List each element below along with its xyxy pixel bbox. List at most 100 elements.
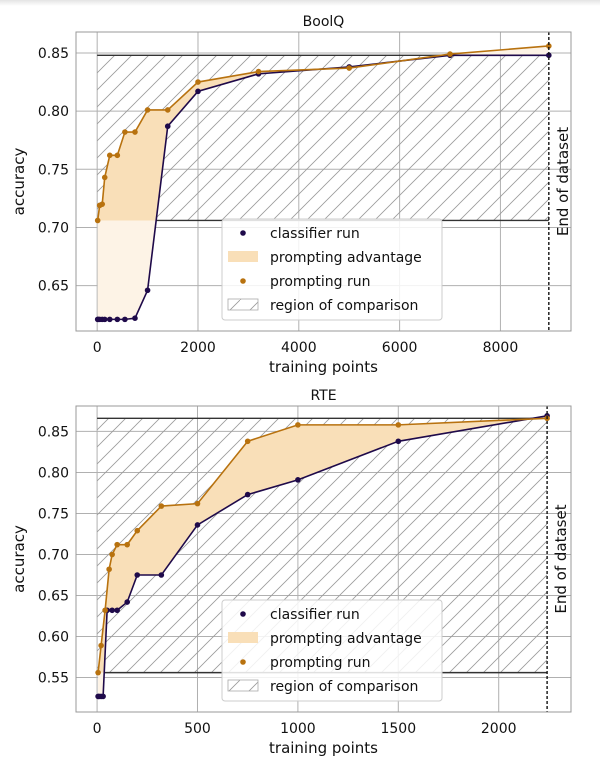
prompting-run-point [395,422,402,428]
legend-label: region of comparison [270,298,418,314]
classifier-run-point [132,315,138,322]
prompting-run-point [101,174,108,181]
legend-classifier-marker [240,611,246,617]
legend-advantage-swatch [228,632,258,643]
legend-label: prompting run [270,274,371,290]
classifier-run-point [395,438,402,445]
legend: classifier run prompting advantage prompti… [221,218,443,321]
prompting-run-point [132,129,138,135]
y-tick-label: 0.65 [38,589,69,605]
prompting-run-point [158,503,165,509]
prompting-run-point [109,551,115,558]
legend-label: region of comparison [270,679,418,695]
advantage-area [98,418,548,673]
x-tick-label: 1500 [380,721,416,737]
y-tick-labels: 0.55 0.60 0.65 0.70 0.75 0.80 0.85 [38,424,69,686]
prompting-run-point [295,422,301,428]
classifier-run-point [546,52,552,59]
legend-box [221,218,443,321]
prompting-run-point [346,65,353,71]
series-lines [95,413,550,700]
x-tick-label: 2000 [481,721,517,737]
legend-region-swatch [227,298,259,311]
legend-label: classifier run [270,607,360,623]
prompting-run-point [106,566,112,573]
region-hatch [97,55,549,221]
classifier-run-point [124,599,131,605]
classifier-run-point [244,491,251,498]
y-tick-label: 0.60 [38,630,69,646]
advantage-area-outside [97,45,549,320]
prompting-run-point [94,217,101,224]
prompting-run-point [195,79,201,85]
prompting-run-point [546,43,552,49]
prompting-run-point [144,107,151,113]
y-tick-label: 0.80 [38,465,69,481]
y-tick-label: 0.65 [38,279,69,295]
plot-frame [75,405,572,713]
prompting-run-point [164,107,171,113]
y-tick-labels: 0.65 0.70 0.75 0.80 0.85 [38,46,69,295]
x-tick-labels: 0 500 1000 1500 2000 [93,721,517,737]
legend-label: classifier run [270,226,360,242]
classifier-run-point [100,693,106,700]
chart-title: RTE [310,388,336,404]
prompting-run-point [99,201,106,207]
x-axis-label: training points [269,739,378,757]
boolq-panel: BoolQ 0 2000 4000 6000 8000 0.65 0.70 0.75 0.80… [10,14,572,376]
end-of-dataset-label: End of dataset [554,127,572,236]
classifier-run-point [158,572,165,578]
rte-panel: RTE 0 500 1000 1500 2000 0.55 0.60 0.65 0.70 0.7… [10,388,572,757]
legend-advantage-swatch [228,251,258,262]
classifier-run-point [195,88,201,95]
prompting-run-point [134,527,141,534]
end-of-dataset-label: End of dataset [552,504,570,613]
x-axis-label: training points [269,358,378,376]
y-tick-label: 0.85 [38,424,69,440]
classifier-run-point [164,123,171,130]
x-tick-label: 6000 [382,340,418,356]
x-tick-label: 0 [93,721,102,737]
classifier-run-point [106,316,113,323]
classifier-run-point [109,607,115,614]
legend: classifier run prompting advantage prompti… [221,599,443,702]
x-tick-label: 1000 [280,721,316,737]
y-tick-label: 0.80 [38,104,69,120]
prompting-run-point [106,152,113,159]
legend-label: prompting run [270,655,371,671]
prompting-run-point [122,129,128,135]
legend-prompting-marker [240,659,246,665]
y-axis-label: accuracy [10,525,28,593]
legend-box [221,599,443,702]
x-tick-labels: 0 2000 4000 6000 8000 [93,340,519,356]
classifier-run-point [114,316,121,323]
y-tick-label: 0.75 [38,162,69,178]
legend-label: prompting advantage [270,250,422,266]
classifier-run-point [194,522,201,528]
legend-region-swatch [227,679,259,692]
y-tick-label: 0.70 [38,220,69,236]
prompting-run-point [114,541,120,548]
advantage-area [97,55,549,221]
y-axis-label: accuracy [10,148,28,216]
prompting-run-point [447,51,453,57]
classifier-run-point [295,477,301,483]
legend-prompting-marker [240,278,246,284]
prompting-run-point [98,642,104,649]
y-tick-label: 0.55 [38,671,69,687]
prompting-run-point [95,669,101,676]
prompting-run-line [97,417,548,673]
x-tick-label: 500 [184,721,211,737]
x-tick-label: 4000 [281,340,317,356]
legend-classifier-marker [240,230,246,236]
prompting-run-point [124,541,131,548]
legend-label: prompting advantage [270,631,422,647]
window-top-edge [0,0,600,6]
classifier-run-point [101,316,108,323]
plot-frame [75,31,572,332]
classifier-run-point [134,572,141,578]
x-tick-label: 0 [93,340,102,356]
classifier-run-point [114,607,120,614]
prompting-run-point [114,152,121,159]
